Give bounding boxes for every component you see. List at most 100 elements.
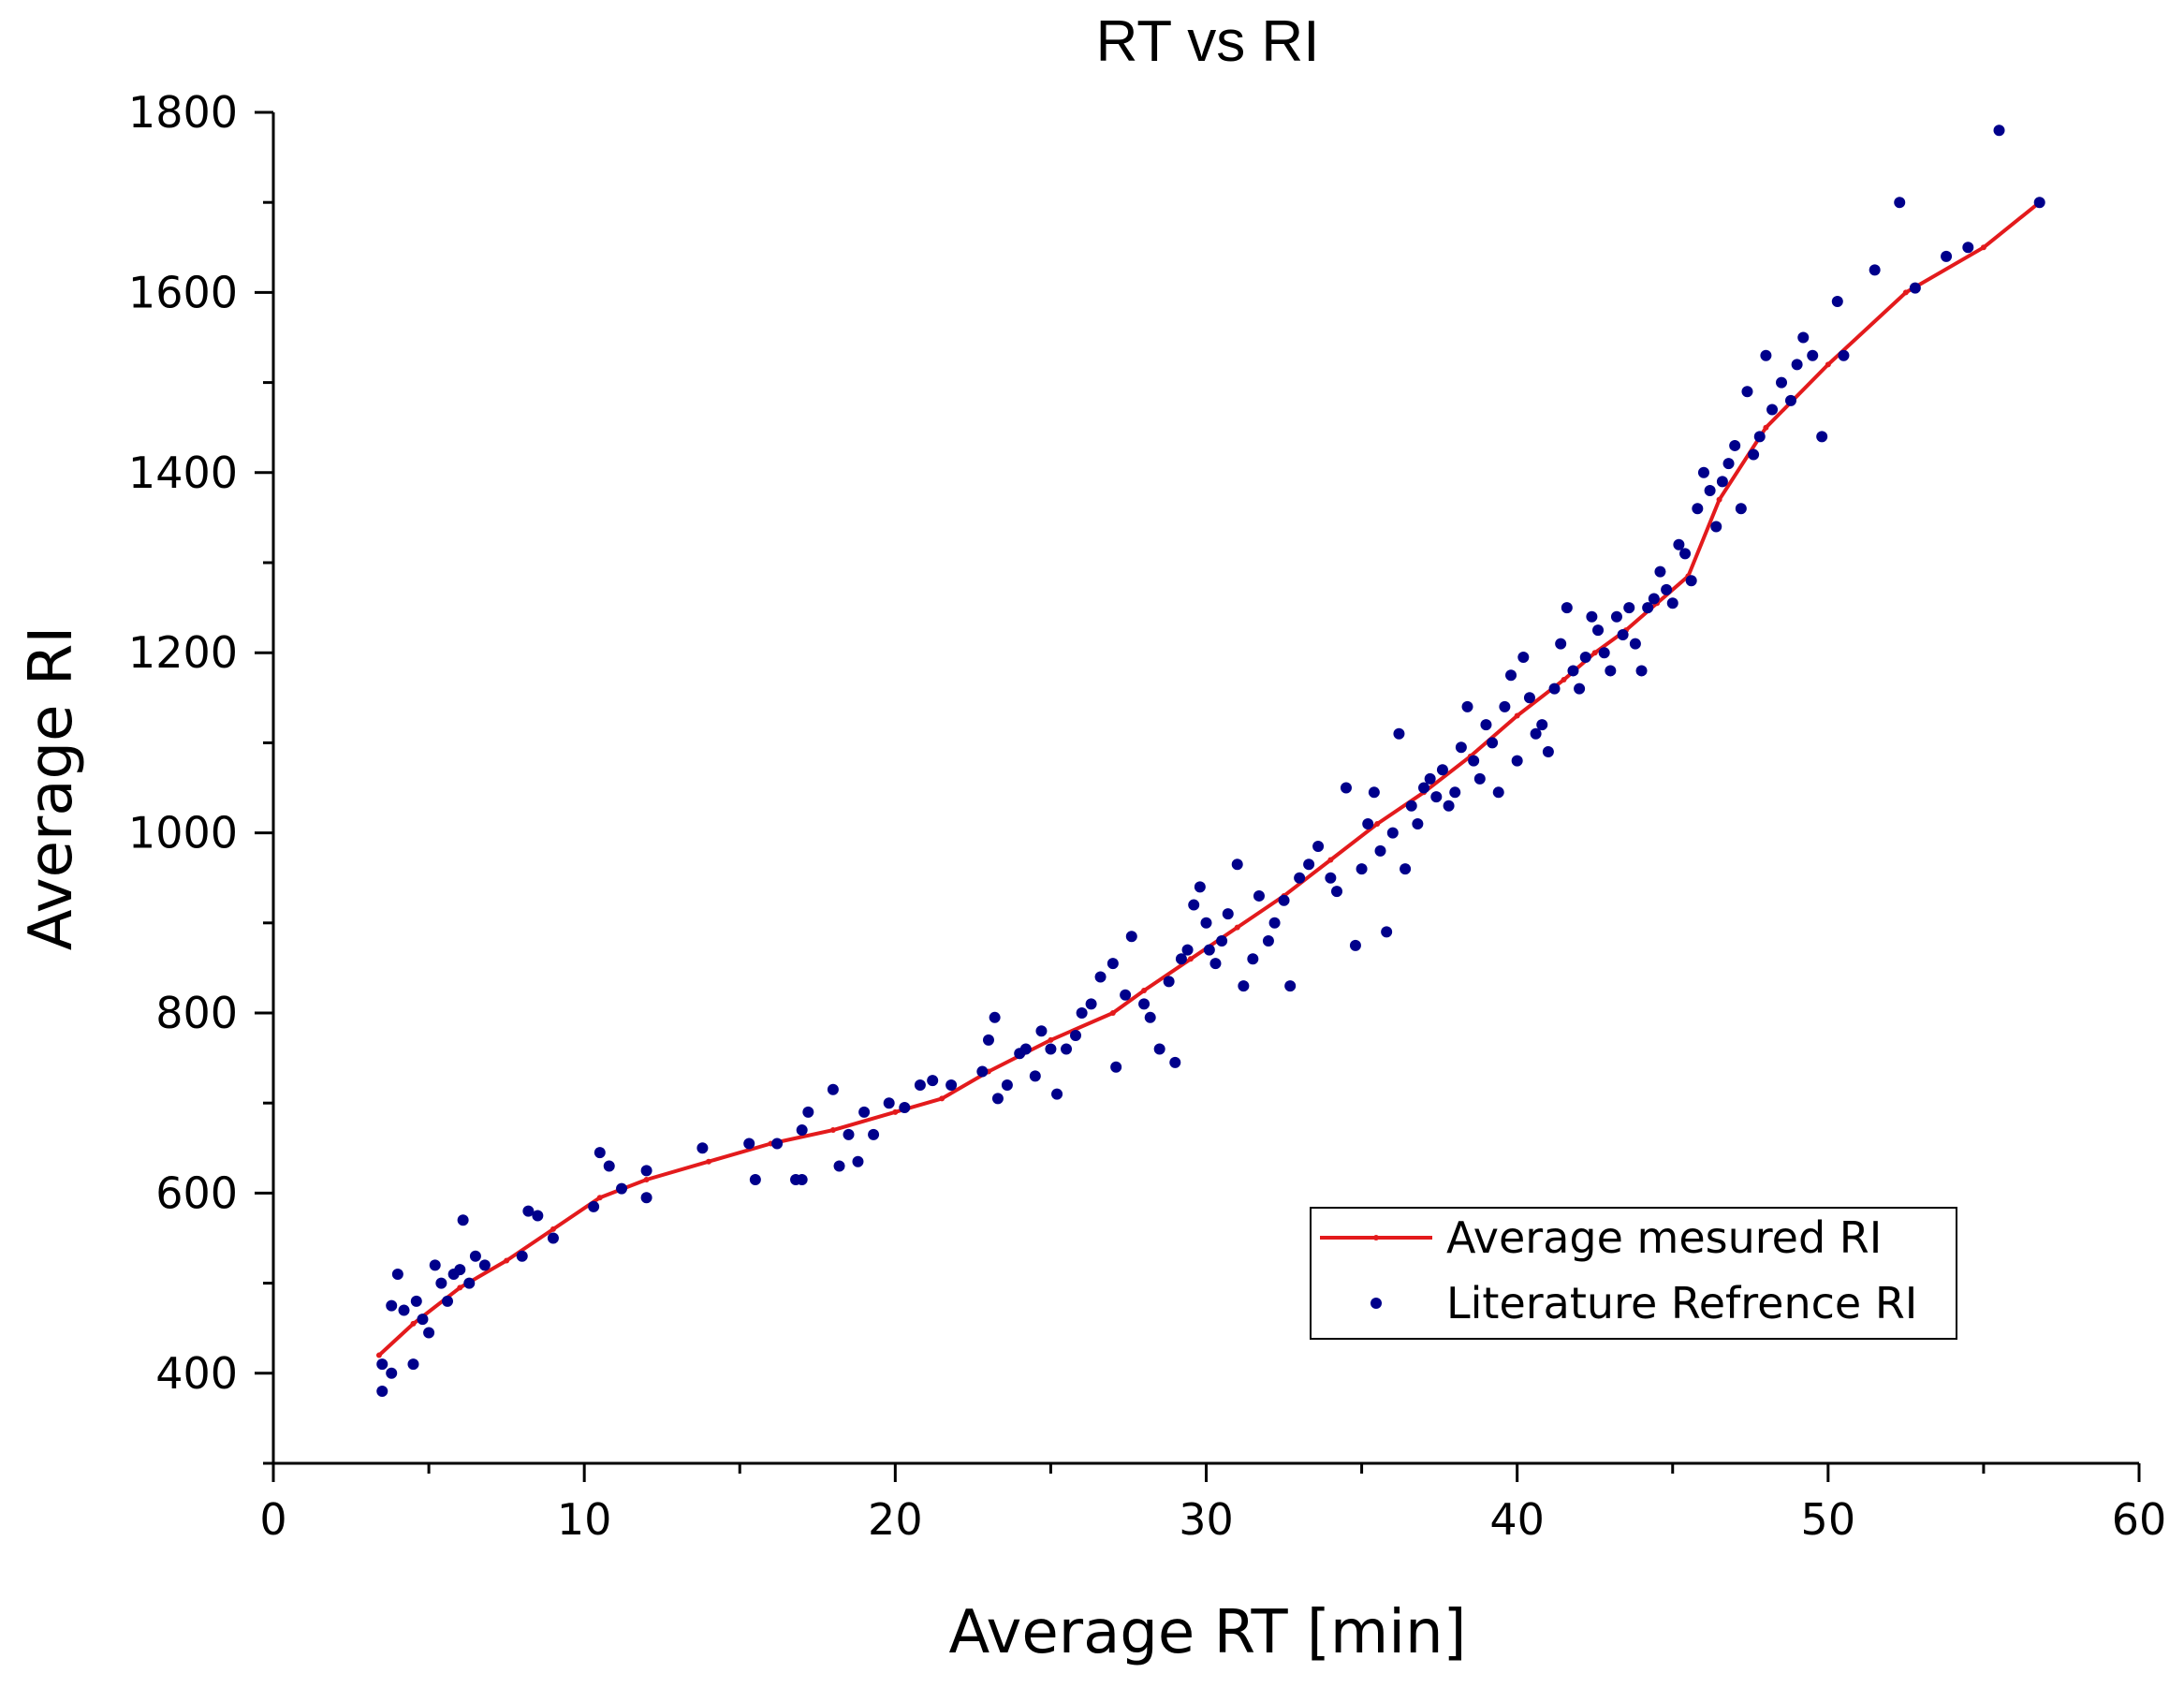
scatter-point: [843, 1128, 855, 1140]
scatter-point: [868, 1128, 880, 1140]
scatter-point: [435, 1277, 447, 1289]
scatter-point: [1381, 926, 1393, 938]
scatter-point: [1200, 917, 1212, 929]
scatter-point: [1175, 953, 1187, 965]
scatter-point: [976, 1065, 989, 1078]
line-point: [1109, 1010, 1116, 1016]
scatter-point: [442, 1295, 454, 1307]
scatter-point: [1505, 669, 1517, 682]
scatter-point: [802, 1106, 814, 1118]
scatter-point: [1567, 665, 1579, 677]
scatter-point: [696, 1142, 709, 1154]
legend: Average mesured RI Literature Refrence R…: [1310, 1207, 1957, 1340]
y-tick-label: 1400: [128, 448, 238, 498]
line-point: [939, 1095, 945, 1102]
y-tick-label: 400: [155, 1348, 238, 1399]
scatter-point: [1094, 971, 1107, 983]
scatter-point: [1153, 1043, 1165, 1055]
scatter-point: [1530, 727, 1542, 740]
scatter-point: [945, 1079, 958, 1091]
scatter-point: [899, 1102, 911, 1114]
line-point: [596, 1195, 603, 1201]
average-line-path: [377, 200, 2041, 1358]
scatter-point: [1511, 755, 1523, 767]
scatter-point: [1574, 683, 1586, 695]
scatter-point: [1424, 772, 1436, 785]
scatter-point: [522, 1205, 535, 1217]
scatter-point: [1710, 521, 1722, 533]
scatter-point: [588, 1200, 600, 1212]
scatter-point: [743, 1138, 755, 1150]
scatter-point: [1598, 647, 1610, 659]
scatter-point: [927, 1075, 939, 1087]
scatter-point: [1386, 827, 1399, 839]
scatter-point: [1362, 817, 1374, 829]
scatter-point: [1238, 980, 1250, 992]
scatter-point: [1443, 800, 1455, 812]
scatter-point: [1203, 944, 1215, 956]
legend-label-points: Literature Refrence RI: [1446, 1278, 1917, 1328]
x-tick-label: 0: [259, 1494, 286, 1545]
scatter-point: [391, 1268, 403, 1280]
line-point: [1980, 244, 1986, 251]
scatter-point: [1262, 935, 1274, 947]
legend-point-swatch: [1370, 1298, 1382, 1309]
legend-label-line: Average mesured RI: [1446, 1212, 1882, 1263]
y-axis-label: Average RI: [17, 626, 86, 951]
scatter-point: [1807, 349, 1819, 361]
scatter-point: [1909, 282, 1921, 294]
scatter-point: [463, 1277, 476, 1289]
scatter-point: [376, 1358, 388, 1371]
scatter-point: [478, 1259, 491, 1271]
line-point: [1048, 1036, 1054, 1043]
scatter-point: [1831, 296, 1843, 308]
scatter-point: [858, 1106, 871, 1118]
scatter-point: [1729, 439, 1741, 451]
scatter-point: [640, 1165, 652, 1177]
scatter-point: [1325, 872, 1337, 884]
scatter-point: [1816, 431, 1828, 443]
scatter-point: [796, 1124, 808, 1137]
scatter-point: [1278, 894, 1290, 906]
scatter-point: [1499, 700, 1511, 712]
scatter-point: [1268, 917, 1281, 929]
scatter-point: [1561, 602, 1573, 614]
scatter-point: [1776, 376, 1788, 389]
scatter-point: [1393, 727, 1405, 740]
y-tick-label: 600: [155, 1167, 238, 1218]
scatter-point: [771, 1138, 784, 1150]
scatter-point: [991, 1093, 1004, 1105]
scatter-point: [1797, 331, 1810, 344]
scatter-point: [1120, 989, 1132, 1001]
scatter-point: [1312, 841, 1325, 853]
scatter-point: [640, 1192, 652, 1204]
scatter-point: [423, 1327, 435, 1339]
scatter-point: [1610, 610, 1622, 623]
line-point: [410, 1320, 417, 1327]
scatter-point: [1993, 125, 2005, 137]
scatter-point: [594, 1147, 606, 1159]
scatter-point: [1605, 665, 1617, 677]
scatter-point: [1753, 431, 1766, 443]
scatter-point: [1648, 593, 1660, 605]
scatter-point: [1368, 786, 1380, 799]
scatter-point: [1029, 1070, 1041, 1082]
scatter-point: [1418, 782, 1430, 794]
scatter-point: [1163, 976, 1175, 988]
line-point: [375, 1352, 382, 1358]
scatter-point: [1169, 1056, 1181, 1068]
scatter-point: [1144, 1011, 1156, 1023]
scatter-point: [1685, 575, 1697, 587]
line-point: [643, 1176, 650, 1182]
scatter-point: [1374, 844, 1386, 857]
scatter-point: [1791, 359, 1803, 371]
line-point: [1374, 820, 1381, 827]
scatter-point: [1748, 448, 1760, 461]
line-point: [1902, 289, 1909, 296]
scatter-point: [1962, 242, 1974, 254]
scatter-point: [1704, 485, 1716, 497]
scatter-point: [1110, 1061, 1122, 1073]
scatter-point: [852, 1155, 864, 1167]
scatter-point: [1468, 755, 1480, 767]
